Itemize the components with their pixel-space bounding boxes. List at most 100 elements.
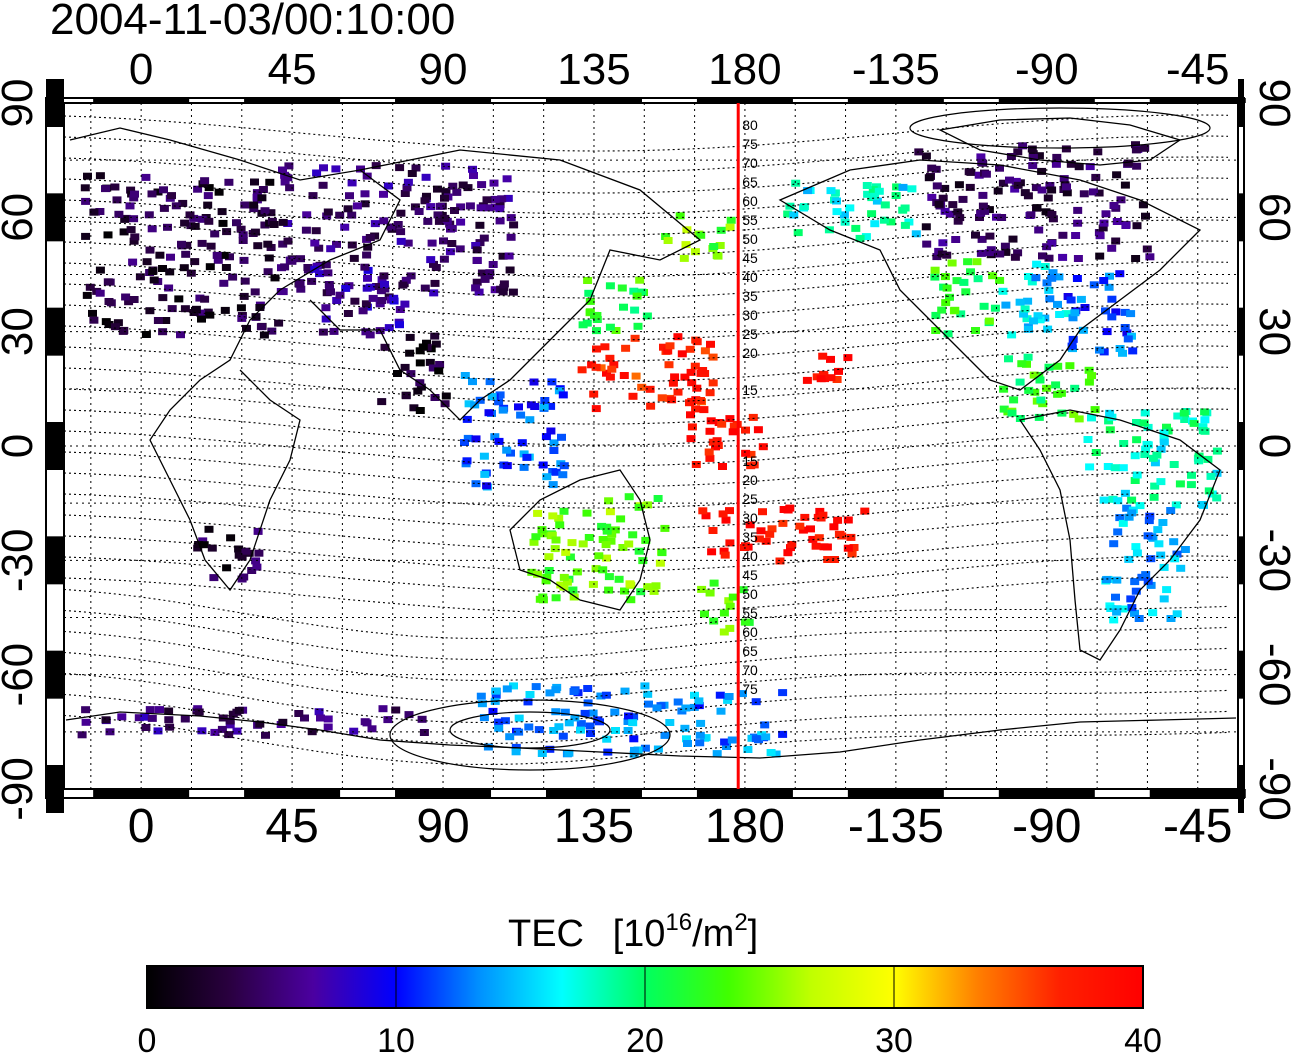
tec-cell	[203, 192, 213, 200]
tec-cell	[95, 266, 105, 274]
contour-label-north: 20	[742, 345, 758, 361]
tec-cell	[516, 411, 526, 419]
tec-cell	[1058, 231, 1068, 239]
tec-cell	[1149, 493, 1159, 501]
tec-cell	[429, 260, 438, 268]
tec-cell	[1091, 449, 1101, 456]
tec-cell	[380, 343, 390, 351]
tec-cell	[469, 172, 478, 179]
tec-cell	[740, 618, 750, 626]
tec-cell	[907, 185, 917, 193]
frame-tick-right	[1238, 650, 1244, 699]
tec-cell	[405, 333, 415, 341]
tec-cell	[771, 750, 781, 758]
tec-cell	[673, 698, 683, 706]
tec-cell	[947, 259, 957, 267]
tec-cell	[477, 269, 487, 277]
left-lat-label: 0	[0, 434, 42, 458]
tec-cell	[986, 246, 996, 254]
tec-cell	[751, 698, 761, 706]
tec-cell	[1110, 464, 1120, 472]
tec-cell	[583, 685, 593, 692]
tec-cell	[572, 568, 582, 576]
colorbar-tick-label: 10	[377, 1022, 415, 1057]
tec-cell	[932, 253, 942, 261]
frame-tick-bottom	[847, 789, 944, 798]
tec-cell	[1123, 159, 1133, 167]
tec-cell	[213, 256, 223, 264]
tec-cell	[219, 251, 229, 259]
tec-cell	[1052, 153, 1062, 161]
tec-cell	[145, 706, 155, 714]
coast-asia	[309, 149, 702, 421]
tec-cell	[568, 586, 578, 594]
tec-cell	[1180, 546, 1190, 553]
tec-cell	[129, 296, 139, 303]
tec-cell	[371, 162, 381, 170]
tec-cell	[1140, 409, 1150, 417]
tec-cell	[995, 250, 1005, 258]
tec-cell	[126, 226, 136, 234]
tec-cell	[439, 237, 448, 245]
tec-cell	[590, 311, 599, 319]
tec-cell	[585, 722, 595, 730]
tec-cell	[415, 359, 425, 367]
tec-cell	[301, 226, 311, 234]
tec-cell	[708, 353, 718, 361]
tec-cell	[1041, 208, 1051, 216]
tec-cell	[715, 242, 725, 249]
tec-cell	[558, 391, 568, 399]
tec-cell	[1204, 487, 1214, 495]
tec-cell	[145, 307, 155, 315]
tec-cell	[1148, 454, 1158, 462]
tec-cell	[1105, 409, 1115, 417]
tec-cell	[818, 370, 828, 378]
tec-cell	[927, 193, 937, 201]
tec-cell	[697, 585, 707, 593]
frame-tick-top	[244, 98, 341, 103]
tec-cell	[843, 544, 853, 552]
tec-cell	[839, 211, 849, 219]
contour-label-south: 30	[742, 510, 758, 526]
tec-cell	[1118, 519, 1128, 527]
tec-cell	[462, 457, 472, 465]
tec-cell	[460, 439, 469, 446]
tec-cell	[1047, 211, 1057, 218]
tec-cell	[499, 280, 509, 288]
top-lon-label: 135	[557, 45, 630, 94]
tec-cell	[125, 202, 135, 210]
tec-cell	[921, 152, 931, 160]
tec-cell	[619, 372, 629, 379]
tec-cell	[120, 215, 130, 223]
tec-cell	[347, 179, 357, 187]
tec-cell	[984, 317, 994, 325]
tec-cell	[1176, 564, 1186, 572]
tec-cell	[1058, 253, 1068, 261]
tec-cell	[932, 182, 942, 190]
tec-cell	[725, 624, 735, 632]
tec-cell	[1089, 188, 1098, 196]
tec-cell	[358, 307, 368, 315]
tec-cell	[609, 361, 619, 369]
tec-cell	[1045, 295, 1055, 303]
tec-cell	[1109, 616, 1119, 624]
tec-cell	[490, 286, 500, 294]
tec-cell	[682, 735, 691, 743]
tec-cell	[798, 526, 808, 534]
tec-cell	[1120, 324, 1130, 331]
frame-tick-right	[1238, 536, 1244, 585]
tec-cell	[1145, 253, 1155, 261]
tec-cell	[176, 331, 185, 339]
tec-cell	[961, 288, 971, 296]
tec-cell	[126, 186, 136, 194]
tec-cell	[95, 289, 105, 297]
tec-cell	[413, 387, 423, 395]
tec-cell	[228, 273, 238, 281]
tec-cell	[321, 315, 331, 323]
tec-cell	[1170, 555, 1180, 563]
tec-cell	[681, 241, 691, 249]
tec-cell	[1098, 224, 1108, 232]
tec-cell	[525, 691, 535, 698]
tec-cell	[1122, 504, 1132, 512]
tec-cell	[900, 204, 910, 212]
